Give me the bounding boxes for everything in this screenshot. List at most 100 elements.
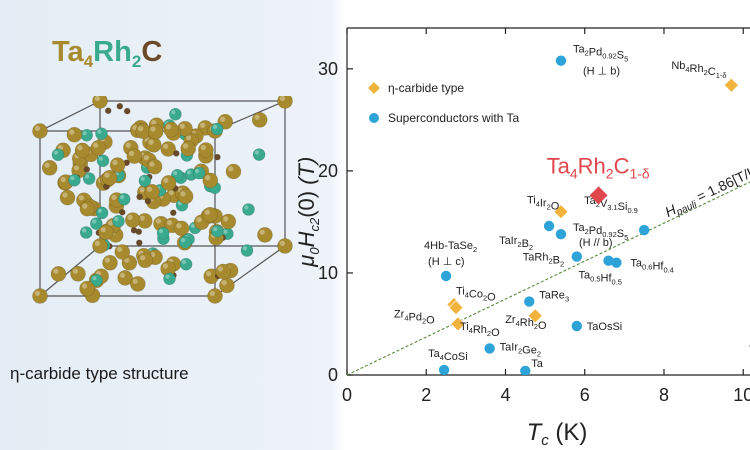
x-axis-label: Tc (K) (527, 419, 588, 449)
c-atom (130, 227, 138, 234)
atom-highlight (125, 142, 131, 148)
ta-atom (257, 227, 273, 243)
x-tick-label: 2 (421, 385, 431, 405)
point-label: Zr4Pd2O (394, 309, 435, 327)
atom-highlight (112, 159, 118, 166)
cell-edge (39, 100, 101, 132)
atom-highlight (254, 114, 260, 120)
atom-highlight (228, 166, 234, 172)
ta-atom (137, 252, 153, 269)
ta-atom (126, 148, 143, 164)
point-label: Ta (531, 358, 544, 370)
ta-atom (277, 238, 293, 254)
atom-highlight (223, 229, 228, 234)
point-label: TaOsSi (587, 321, 622, 333)
ta-superconductor-point (543, 220, 555, 232)
atom-highlight (168, 190, 174, 196)
legend-label: η-carbide type (388, 81, 464, 95)
ta-atom (92, 96, 108, 109)
ta-atom (117, 270, 133, 286)
atom-highlight (108, 220, 114, 226)
rh-atom (163, 272, 176, 286)
ta-superconductor-point (638, 224, 650, 236)
atom-highlight (190, 223, 196, 228)
rh-atom (90, 217, 103, 230)
atom-highlight (221, 280, 227, 286)
atom-highlight (166, 220, 173, 226)
x-tick-label: 10 (733, 385, 750, 405)
ta-atom (215, 263, 231, 280)
eta-carbide-point (450, 316, 466, 332)
left-panel: Ta4Rh2C η-carbide type structure (0, 0, 340, 450)
rh-atom (211, 224, 224, 238)
legend-label: Superconductors with Ta (388, 111, 520, 125)
point-label-sub: (H ⊥ b) (583, 66, 620, 78)
ta-superconductor-point (440, 270, 452, 282)
atom-highlight (155, 218, 162, 224)
ta-atom (146, 158, 163, 175)
atom-highlight (279, 96, 286, 102)
atom-highlight (62, 192, 68, 198)
point-label: TaRh2B2 (523, 252, 564, 269)
atom-highlight (165, 274, 170, 279)
ta-atom (207, 288, 223, 304)
atom-highlight (182, 143, 189, 149)
rh-atom (68, 174, 81, 187)
x-tick-label: 6 (580, 385, 590, 405)
y-tick-label: 30 (318, 59, 338, 79)
atom-highlight (254, 150, 260, 155)
ta-superconductor-point (611, 257, 622, 268)
ta-atom (41, 160, 58, 176)
point-label: Ti4Rh2O (460, 321, 500, 339)
ta-atom (251, 112, 268, 128)
atom-highlight (213, 227, 218, 232)
ta4rh2c-highlight-label: Ta4Rh2C1-δ (547, 153, 650, 181)
ta-atom (114, 244, 131, 260)
c-atom (123, 107, 131, 115)
atom-highlight (34, 125, 41, 132)
formula-rh-count: 2 (131, 52, 142, 71)
c-atom (83, 166, 91, 173)
point-label: Ta2Pd0.92S5 (573, 44, 628, 64)
ta-atom (50, 266, 67, 282)
ta-atom (173, 220, 190, 237)
formula-rh: Rh (93, 36, 132, 68)
x-tick-label: 4 (500, 385, 510, 405)
atoms (32, 96, 293, 304)
atom-highlight (171, 110, 176, 115)
c-atom (119, 208, 126, 216)
point-label: TaIr2B2 (499, 235, 533, 252)
atom-highlight (120, 195, 125, 200)
atom-highlight (78, 195, 84, 201)
ta-atom (79, 200, 96, 217)
atom-highlight (92, 219, 97, 224)
crystal-structure-illustration (32, 96, 293, 304)
legend-diamond-marker (368, 82, 380, 94)
atom-highlight (186, 170, 192, 175)
ta-atom (202, 207, 218, 223)
atom-highlight (173, 171, 178, 176)
atom-highlight (223, 216, 229, 222)
c-atom (144, 197, 152, 205)
rh-atom (179, 257, 193, 271)
point-label: Ta0.5Hf0.5 (579, 270, 622, 287)
atom-highlight (185, 134, 192, 141)
rh-atom (252, 148, 266, 161)
atom-highlight (212, 124, 218, 129)
atom-highlight (158, 229, 164, 234)
atom-highlight (259, 229, 265, 235)
c-atom (214, 153, 221, 161)
atom-highlight (163, 177, 169, 183)
ta-atom (160, 175, 177, 191)
c-atom (173, 150, 180, 157)
formula-ta-count: 4 (83, 52, 94, 71)
atom-highlight (176, 223, 182, 229)
atom-highlight (100, 227, 106, 233)
ta-atom (277, 96, 293, 109)
ta-atom (121, 255, 138, 271)
ta-atom (70, 266, 86, 282)
rh-atom (80, 128, 93, 142)
atom-highlight (200, 122, 206, 128)
atom-highlight (180, 191, 186, 197)
atom-highlight (162, 143, 169, 150)
